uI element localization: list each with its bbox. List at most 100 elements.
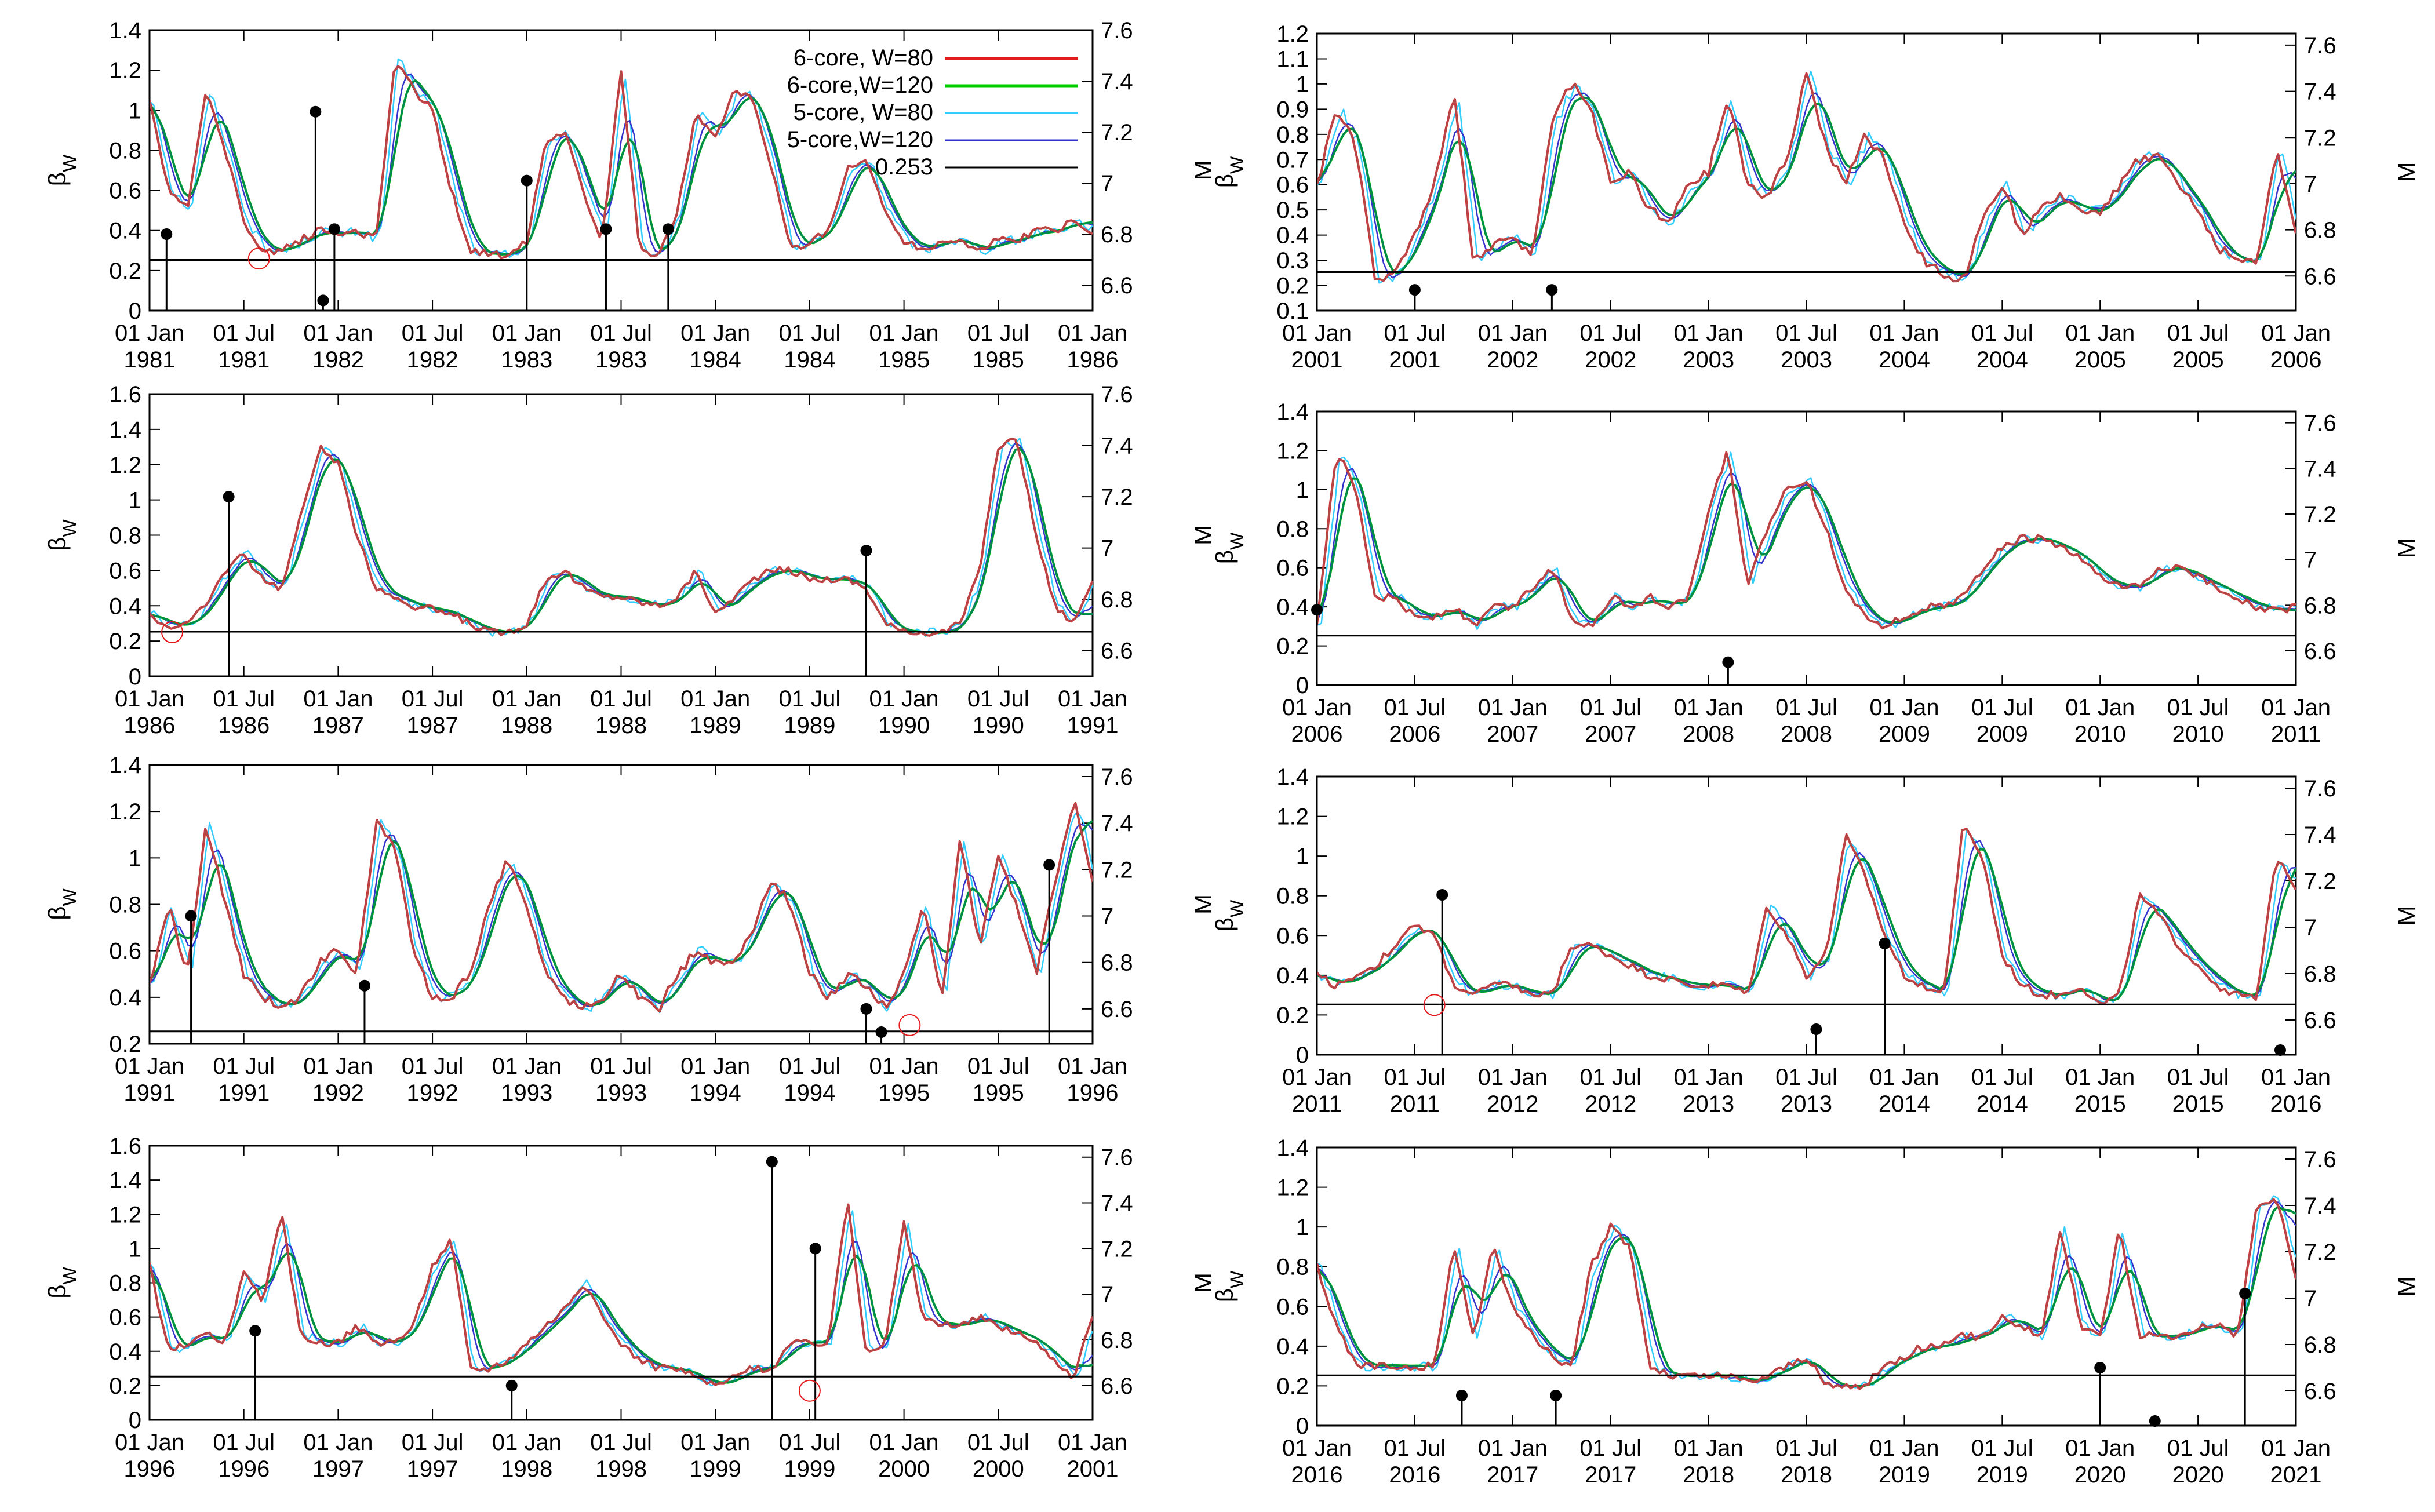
y-tick-label: 0.6	[1276, 1294, 1309, 1320]
event-marker	[860, 545, 872, 557]
series-six-w80	[150, 1203, 1093, 1386]
x-tick-label-year: 2006	[1389, 722, 1440, 747]
y2-tick-label: 7.6	[1101, 1145, 1133, 1171]
x-tick-label-year: 2001	[1291, 347, 1343, 373]
x-tick-label-date: 01 Jul	[967, 686, 1029, 712]
x-tick-label-date: 01 Jul	[402, 1430, 464, 1455]
y-tick-label: 0.4	[1276, 223, 1309, 249]
event-marker	[1550, 1390, 1562, 1401]
y2-tick-label: 7.2	[2304, 125, 2336, 151]
x-tick-label-year: 2016	[1389, 1462, 1440, 1488]
y-tick-label: 0.6	[109, 558, 141, 584]
x-tick-label-year: 1991	[1067, 713, 1119, 738]
x-tick-label-date: 01 Jan	[2261, 1065, 2331, 1090]
x-tick-label-date: 01 Jan	[303, 320, 373, 346]
x-tick-label-date: 01 Jul	[1971, 1436, 2033, 1461]
y2-tick-label: 6.8	[2304, 593, 2336, 618]
y-tick-label: 0.6	[1276, 923, 1309, 949]
x-tick-label-year: 1996	[124, 1456, 176, 1482]
x-tick-label-year: 2018	[1683, 1462, 1734, 1488]
y2-tick-label: 7.2	[1101, 484, 1133, 510]
y2-tick-label: 6.6	[2304, 264, 2336, 289]
x-tick-label-date: 01 Jul	[2167, 695, 2229, 720]
x-tick-label-year: 2008	[1781, 722, 1832, 747]
x-tick-label-date: 01 Jul	[213, 1054, 275, 1079]
y2-tick-label: 7.4	[2304, 79, 2336, 105]
chart-panel-1991-1996: 0.2 0.4 0.6 0.8 1 1.2 1.4 6.6 6.8 7 7.2 7.4 7.6 01 Ja…	[43, 753, 1217, 1106]
y-tick-label: 1	[129, 98, 141, 123]
x-tick-label-date: 01 Jan	[1282, 1436, 1352, 1461]
plot-frame	[148, 393, 1094, 677]
x-tick-label-year: 2005	[2074, 347, 2126, 373]
chart-panel-2011-2016: 0 0.2 0.4 0.6 0.8 1 1.2 1.4 6.6 6.8 7 7.2 7.4 7.6 01 J…	[1211, 764, 2420, 1117]
y2-tick-label: 6.6	[2304, 1008, 2336, 1033]
y2-tick-label: 6.8	[1101, 587, 1133, 613]
x-tick-label-year: 2019	[1879, 1462, 1930, 1488]
x-tick-label-year: 2019	[1977, 1462, 2028, 1488]
x-tick-label-year: 2002	[1585, 347, 1636, 373]
y-tick-label: 0	[129, 298, 141, 324]
y-axis-label-subscript: W	[1226, 532, 1247, 550]
y-tick-label: 0	[1296, 1043, 1309, 1068]
y-tick-label: 0.2	[109, 629, 141, 654]
x-tick-label-year: 1995	[878, 1080, 930, 1106]
x-tick-label-year: 2004	[1879, 347, 1930, 373]
x-tick-label-year: 1989	[784, 713, 835, 738]
y-tick-label: 1	[129, 1236, 141, 1262]
series-group	[1317, 451, 2296, 630]
x-tick-label-date: 01 Jul	[590, 1054, 652, 1079]
event-marker	[317, 294, 329, 307]
x-tick-label-date: 01 Jan	[680, 1430, 750, 1455]
event-marker	[1722, 656, 1734, 668]
x-tick-label-date: 01 Jan	[1478, 1065, 1548, 1090]
y2-tick-label: 6.6	[1101, 1373, 1133, 1399]
x-tick-label-date: 01 Jul	[1971, 695, 2033, 720]
y2-tick-label: 7.2	[2304, 502, 2336, 527]
event-marker	[809, 1243, 821, 1255]
y2-tick-label: 7	[1101, 904, 1113, 930]
y-tick-label: 0.2	[1276, 1373, 1309, 1399]
x-tick-label-year: 1990	[973, 713, 1024, 738]
x-tick-label-year: 2003	[1781, 347, 1832, 373]
x-tick-label-date: 01 Jul	[590, 686, 652, 712]
series-five-w80	[1317, 451, 2296, 630]
x-tick-label-year: 1983	[501, 347, 552, 373]
series-five-w80	[1317, 70, 2296, 284]
series-overlap-w80	[150, 802, 1093, 1012]
plot-frame	[1316, 775, 2297, 1056]
x-tick-label-date: 01 Jan	[303, 1430, 373, 1455]
x-tick-label-date: 01 Jan	[680, 320, 750, 346]
x-tick-label-date: 01 Jan	[1478, 320, 1548, 346]
event-marker	[1546, 284, 1558, 296]
x-tick-label-date: 01 Jul	[402, 1054, 464, 1079]
y2-tick-label: 6.8	[1101, 222, 1133, 247]
x-tick-label-date: 01 Jul	[779, 686, 841, 712]
x-tick-label-date: 01 Jan	[1282, 695, 1352, 720]
x-tick-label-year: 2011	[1390, 1091, 1440, 1117]
event-marker	[1311, 604, 1323, 616]
y2-tick-label: 7	[1101, 536, 1113, 562]
y-tick-label: 1.4	[109, 1168, 141, 1193]
x-tick-label-date: 01 Jul	[1384, 695, 1446, 720]
y2-tick-label: 7.4	[1101, 433, 1133, 459]
x-tick-label-year: 2013	[1683, 1091, 1734, 1117]
x-tick-label-year: 2010	[2074, 722, 2126, 747]
x-tick-label-date: 01 Jul	[967, 1430, 1029, 1455]
y-tick-label: 1.4	[1276, 399, 1309, 425]
x-tick-label-date: 01 Jan	[1282, 320, 1352, 346]
y-tick-label: 1.2	[1276, 438, 1309, 464]
legend-label-five-w120: 5-core,W=120	[787, 127, 933, 152]
x-tick-label-year: 2012	[1585, 1091, 1636, 1117]
y2-tick-label: 7.2	[1101, 1236, 1133, 1262]
x-tick-label-date: 01 Jan	[492, 1054, 562, 1079]
y-tick-label: 0.1	[1276, 298, 1309, 324]
x-tick-label-year: 2010	[2172, 722, 2224, 747]
x-tick-label-year: 2013	[1781, 1091, 1832, 1117]
x-tick-label-date: 01 Jan	[1282, 1065, 1352, 1090]
x-tick-label-year: 2007	[1585, 722, 1636, 747]
y2-tick-label: 7.2	[1101, 857, 1133, 883]
x-tick-label-date: 01 Jan	[2065, 695, 2135, 720]
event-marker	[328, 223, 340, 235]
x-tick-label-date: 01 Jul	[1775, 1065, 1837, 1090]
y-axis-label-subscript: W	[59, 519, 80, 537]
